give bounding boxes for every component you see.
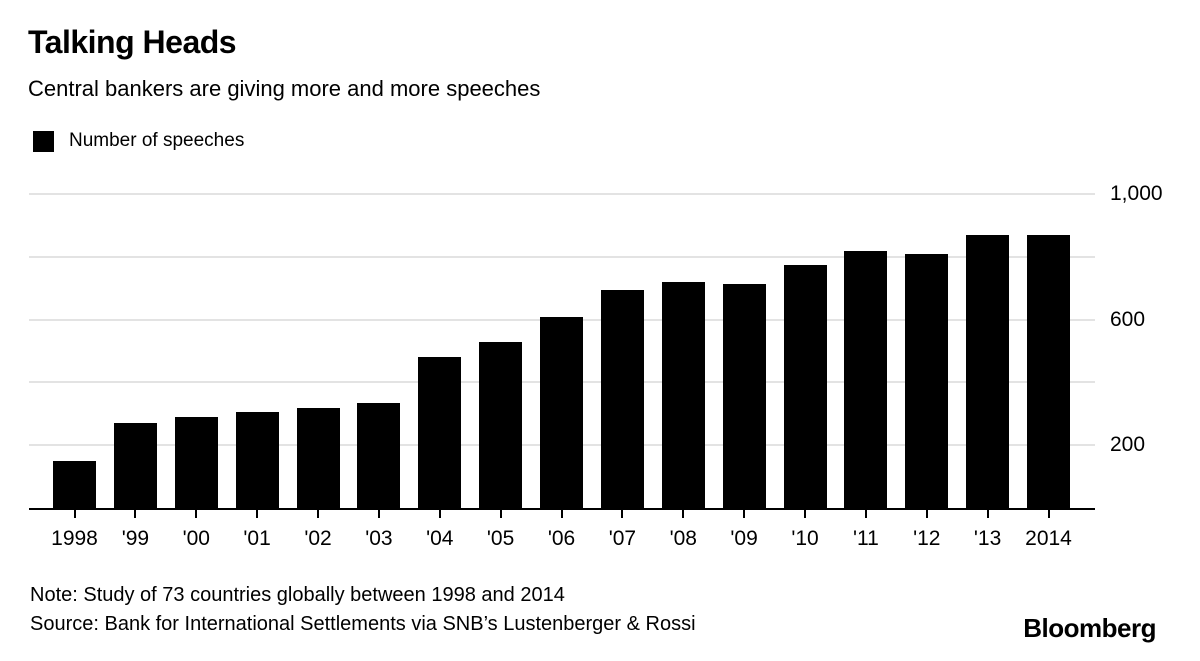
x-tick-2014	[1047, 510, 1050, 518]
x-axis-label-05: '05	[486, 527, 515, 550]
x-tick-1998	[73, 510, 76, 518]
x-axis-label-04: '04	[426, 527, 454, 550]
x-tick-06	[560, 510, 563, 518]
bar-12	[905, 253, 949, 508]
bar-2014	[1027, 234, 1070, 508]
gridline-800	[29, 256, 1095, 258]
bar-08	[661, 281, 705, 508]
x-axis-label-99: '99	[121, 527, 150, 550]
y-axis-label-200: 200	[1110, 433, 1146, 457]
x-axis-label-10: '10	[791, 527, 819, 550]
bar-02	[296, 407, 340, 508]
bar-13	[966, 234, 1010, 508]
source-text: Source: Bank for International Settlemen…	[30, 613, 696, 635]
bar-10	[783, 264, 827, 508]
legend-label: Number of speeches	[69, 130, 245, 151]
x-axis-line	[29, 508, 1095, 510]
chart-title: Talking Heads	[28, 24, 237, 60]
bar-06	[540, 316, 583, 508]
x-axis-label-12: '12	[913, 527, 941, 550]
x-tick-02	[317, 510, 319, 518]
y-axis-label-1000: 1,000	[1110, 182, 1163, 205]
y-axis-label-600: 600	[1110, 307, 1146, 331]
legend-swatch-icon	[33, 130, 54, 152]
x-tick-04	[438, 510, 441, 518]
x-axis-label-07: '07	[608, 527, 637, 550]
bar-11	[844, 250, 888, 508]
x-tick-12	[925, 510, 928, 518]
x-tick-07	[621, 510, 624, 518]
bar-01	[235, 412, 279, 508]
bar-99	[113, 423, 157, 508]
x-axis-label-02: '02	[304, 527, 332, 550]
x-tick-09	[743, 510, 746, 518]
plot-area: 1998 '99 '00 '01 '02 '03 '04 '05 '06 '07 '08 '09 '10…	[29, 182, 1163, 550]
x-tick-03	[377, 510, 380, 518]
x-tick-01	[256, 510, 259, 518]
bar-1998	[53, 460, 96, 508]
gridline-1000	[29, 193, 1095, 195]
x-axis-label-09: '09	[730, 527, 758, 550]
x-axis-label-03: '03	[365, 527, 393, 550]
x-tick-08	[682, 510, 685, 518]
bar-09	[722, 283, 766, 508]
x-axis-label-13: '13	[973, 527, 1002, 550]
legend: Number of speeches	[33, 130, 244, 152]
x-tick-13	[986, 510, 989, 518]
x-tick-99	[134, 510, 137, 518]
bar-04	[418, 357, 462, 508]
bar-05	[479, 341, 523, 508]
x-axis-label-01: '01	[243, 527, 271, 550]
bar-07	[600, 289, 644, 508]
chart-subtitle: Central bankers are giving more and more…	[28, 76, 541, 101]
x-axis-label-08: '08	[669, 527, 697, 550]
bloomberg-logo: Bloomberg	[1023, 613, 1156, 643]
x-axis-label-00: '00	[182, 527, 210, 550]
x-axis-label-1998: 1998	[51, 527, 98, 550]
x-tick-11	[864, 510, 867, 518]
note-text: Note: Study of 73 countries globally bet…	[30, 584, 565, 606]
x-tick-00	[195, 510, 198, 518]
bar-00	[174, 416, 218, 508]
x-tick-10	[804, 510, 806, 518]
bar-03	[357, 402, 401, 508]
x-axis-label-06: '06	[547, 527, 576, 550]
x-tick-05	[499, 510, 502, 518]
x-axis-label-2014: 2014	[1025, 527, 1072, 550]
x-axis-label-11: '11	[852, 527, 879, 550]
